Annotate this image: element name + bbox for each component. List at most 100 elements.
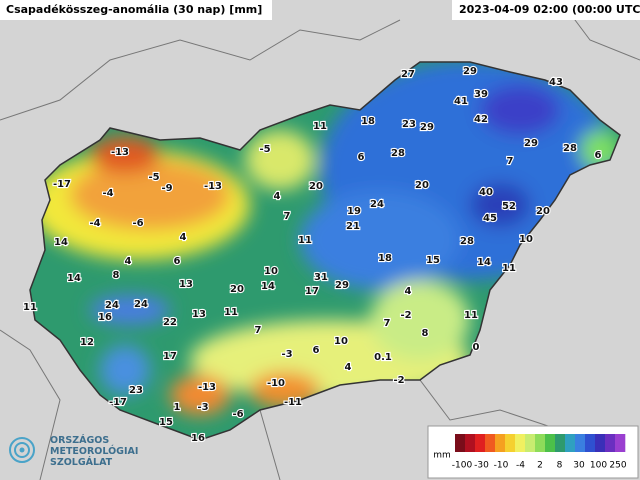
legend-swatch bbox=[475, 434, 486, 452]
legend-tick-label: 2 bbox=[537, 461, 543, 471]
station-value: 10 bbox=[334, 336, 348, 347]
legend-swatch bbox=[555, 434, 566, 452]
station-value: 14 bbox=[54, 237, 68, 248]
logo-line: METEOROLÓGIAI bbox=[50, 445, 138, 457]
station-value: 22 bbox=[163, 317, 177, 328]
legend-swatch bbox=[505, 434, 516, 452]
station-value: -6 bbox=[232, 409, 243, 420]
legend-ticks: -100 -30 -10 -4 2 8 30 100 250 bbox=[452, 461, 627, 471]
station-value: 11 bbox=[23, 302, 37, 313]
station-value: 52 bbox=[502, 201, 516, 212]
station-value: 14 bbox=[67, 273, 81, 284]
station-value: 24 bbox=[105, 300, 119, 311]
station-value: 29 bbox=[524, 138, 538, 149]
legend-swatch bbox=[585, 434, 596, 452]
station-value: 4 bbox=[405, 286, 412, 297]
station-value: 20 bbox=[309, 181, 323, 192]
station-value: -11 bbox=[284, 397, 302, 408]
station-value: 0.1 bbox=[374, 352, 392, 363]
station-value: 16 bbox=[191, 433, 205, 444]
station-value: 40 bbox=[479, 187, 493, 198]
station-value: 20 bbox=[415, 180, 429, 191]
station-value: 7 bbox=[384, 318, 391, 329]
legend-unit: mm bbox=[433, 451, 451, 461]
legend-swatch bbox=[455, 434, 466, 452]
legend-swatch bbox=[465, 434, 476, 452]
station-value: 11 bbox=[224, 307, 238, 318]
station-value: 6 bbox=[358, 152, 365, 163]
legend-tick-label: 8 bbox=[557, 461, 563, 471]
station-value: 45 bbox=[483, 213, 497, 224]
station-value: 20 bbox=[230, 284, 244, 295]
station-value: 13 bbox=[192, 309, 206, 320]
station-value: 42 bbox=[474, 114, 488, 125]
station-value: 6 bbox=[174, 256, 181, 267]
station-value: -17 bbox=[53, 179, 71, 190]
station-value: 10 bbox=[519, 234, 533, 245]
legend-tick-label: 30 bbox=[573, 461, 585, 471]
station-value: 11 bbox=[502, 263, 516, 274]
legend-tick-label: -10 bbox=[494, 461, 509, 471]
station-value: 23 bbox=[129, 385, 143, 396]
legend-tick-label: -4 bbox=[516, 461, 525, 471]
station-value: 39 bbox=[474, 89, 488, 100]
station-value: 18 bbox=[361, 116, 375, 127]
station-value: -13 bbox=[111, 147, 129, 158]
title-box bbox=[0, 0, 272, 20]
legend-swatch bbox=[595, 434, 606, 452]
station-value: 7 bbox=[255, 325, 262, 336]
station-value: 7 bbox=[507, 156, 514, 167]
station-value: 41 bbox=[454, 96, 468, 107]
legend-swatch bbox=[535, 434, 546, 452]
station-value: 29 bbox=[463, 66, 477, 77]
station-value: 28 bbox=[563, 143, 577, 154]
legend-swatch bbox=[565, 434, 576, 452]
station-value: 17 bbox=[305, 286, 319, 297]
station-value: 4 bbox=[125, 256, 132, 267]
station-value: -2 bbox=[400, 310, 411, 321]
station-value: 29 bbox=[420, 122, 434, 133]
station-value: 11 bbox=[313, 121, 327, 132]
station-value: 4 bbox=[274, 191, 281, 202]
station-value: 28 bbox=[391, 148, 405, 159]
station-value: -5 bbox=[259, 144, 270, 155]
station-value: 8 bbox=[113, 270, 120, 281]
station-value: 0 bbox=[473, 342, 480, 353]
station-value: 24 bbox=[370, 199, 384, 210]
logo-line: SZOLGÁLAT bbox=[50, 456, 113, 468]
legend-swatch bbox=[485, 434, 496, 452]
station-value: 31 bbox=[314, 272, 328, 283]
station-value: -3 bbox=[197, 402, 208, 413]
legend-swatch bbox=[605, 434, 616, 452]
legend-tick-label: -30 bbox=[474, 461, 489, 471]
station-value: 11 bbox=[298, 235, 312, 246]
station-value: 27 bbox=[401, 69, 415, 80]
station-value: 24 bbox=[134, 299, 148, 310]
station-value: -2 bbox=[393, 375, 404, 386]
station-value: 8 bbox=[422, 328, 429, 339]
legend-tick-label: 100 bbox=[590, 461, 607, 471]
station-value: -4 bbox=[102, 188, 113, 199]
station-value: 13 bbox=[179, 279, 193, 290]
legend-swatch bbox=[495, 434, 506, 452]
station-value: -17 bbox=[109, 397, 127, 408]
legend-swatch bbox=[525, 434, 536, 452]
station-value: 6 bbox=[313, 345, 320, 356]
station-value: 20 bbox=[536, 206, 550, 217]
timestamp-box bbox=[452, 0, 640, 20]
station-value: 11 bbox=[464, 310, 478, 321]
station-value: -4 bbox=[89, 218, 100, 229]
legend-swatch bbox=[515, 434, 526, 452]
legend-swatch bbox=[615, 434, 626, 452]
station-value: 7 bbox=[284, 211, 291, 222]
station-value: 15 bbox=[426, 255, 440, 266]
station-value: 4 bbox=[345, 362, 352, 373]
station-value: 16 bbox=[98, 312, 112, 323]
title: Csapadékösszeg-anomália (30 nap) [mm] bbox=[6, 3, 262, 16]
logo-line: ORSZÁGOS bbox=[50, 434, 109, 446]
station-value: 19 bbox=[347, 206, 361, 217]
